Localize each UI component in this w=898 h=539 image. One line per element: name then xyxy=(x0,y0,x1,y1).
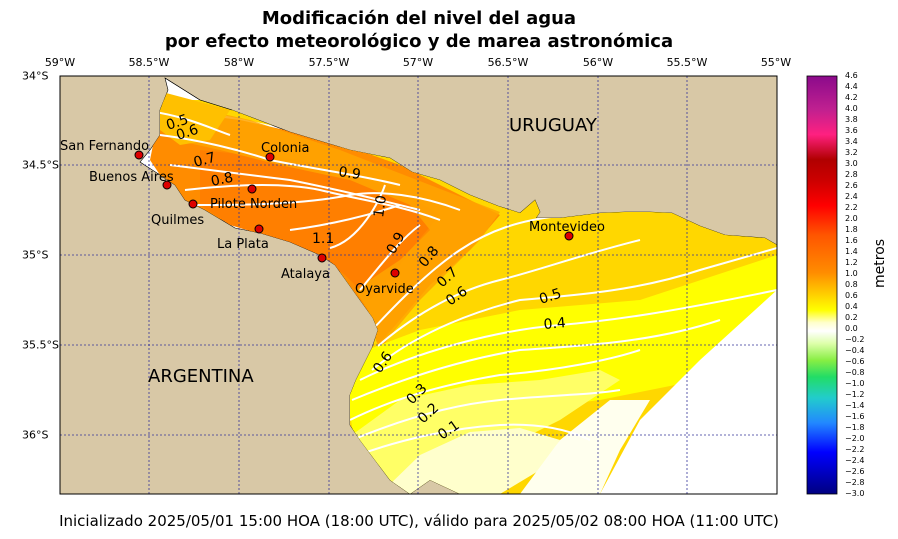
station-label-oyarvide: Oyarvide xyxy=(355,282,414,297)
colorbar-tick-label: 0.2 xyxy=(845,313,858,322)
colorbar-tick-label: 0.0 xyxy=(845,324,858,333)
map-title-line1: Modificación del nivel del agua xyxy=(261,8,577,29)
station-label-montevideo: Montevideo xyxy=(529,220,605,235)
contour-label: 0.5 xyxy=(164,112,190,134)
colorbar-tick-label: 4.2 xyxy=(845,93,858,102)
colorbar-tick-label: 1.2 xyxy=(845,258,858,267)
colorbar-tick-label: −3.0 xyxy=(845,489,865,498)
map-title-line2: por efecto meteorológico y de marea astr… xyxy=(164,31,674,52)
colorbar-tick-label: 1.4 xyxy=(845,247,858,256)
lon-label-56w: 56°W xyxy=(582,56,614,69)
map-frame xyxy=(59,75,778,495)
colorbar-tick-label: −1.2 xyxy=(845,390,865,399)
station-label-atalaya: Atalaya xyxy=(281,267,330,282)
region-uruguay: URUGUAY xyxy=(509,115,598,136)
station-marker-oyarvide[interactable] xyxy=(390,268,400,278)
contour-label: 0.8 xyxy=(210,170,235,190)
colorbar-tick-label: 1.8 xyxy=(845,225,858,234)
station-marker-la-plata[interactable] xyxy=(254,224,264,234)
colorbar-tick-label: 2.6 xyxy=(845,181,858,190)
colorbar-tick-label: 3.6 xyxy=(845,126,858,135)
lon-label-58w: 58°W xyxy=(223,56,255,69)
lat-label-34s: 34°S xyxy=(22,69,49,83)
colorbar-tick-label: 0.6 xyxy=(845,291,858,300)
contour-label: 0.7 xyxy=(192,150,218,171)
station-label-colonia: Colonia xyxy=(261,141,309,156)
contour-label: 0.6 xyxy=(174,122,200,144)
colorbar-tick-label: 3.0 xyxy=(845,159,858,168)
colorbar-tick-label: −0.4 xyxy=(845,346,865,355)
lon-label-55w: 55°W xyxy=(760,56,792,69)
colorbar-tick-label: 3.8 xyxy=(845,115,858,124)
colorbar-tick-label: −0.8 xyxy=(845,368,865,377)
colorbar-tick-label: −2.2 xyxy=(845,445,865,454)
station-label-buenos-aires: Buenos Aires xyxy=(89,170,174,185)
stations: San Fernando Buenos Aires Quilmes Pilote… xyxy=(60,139,605,297)
colorbar-tick-label: 0.4 xyxy=(845,302,858,311)
station-marker-pilote-norden[interactable] xyxy=(247,184,257,194)
station-label-san-fernando: San Fernando xyxy=(60,139,149,154)
colorbar-tick-label: 2.4 xyxy=(845,192,858,201)
colorbar-tick-label: −0.2 xyxy=(845,335,865,344)
station-marker-atalaya[interactable] xyxy=(317,253,327,263)
lon-label-59w: 59°W xyxy=(44,56,76,69)
contour-label: 1.1 xyxy=(312,231,334,247)
lat-label-36s: 36°S xyxy=(22,428,49,442)
lon-label-57w: 57°W xyxy=(402,56,434,69)
lon-label-55-5w: 55.5°W xyxy=(666,56,708,69)
lon-label-56-5w: 56.5°W xyxy=(487,56,529,69)
lon-label-58-5w: 58.5°W xyxy=(128,56,170,69)
contour-label: 0.5 xyxy=(537,286,563,308)
station-label-la-plata: La Plata xyxy=(217,237,269,252)
contour-label: 1.0 xyxy=(371,194,390,218)
colorbar-tick-label: 2.2 xyxy=(845,203,858,212)
colorbar-tick-label: 2.0 xyxy=(845,214,858,223)
colorbar-tick-label: −2.6 xyxy=(845,467,865,476)
colorbar-tick-label: 1.0 xyxy=(845,269,858,278)
lat-label-35s: 35°S xyxy=(22,248,49,262)
colorbar-tick-label: −2.0 xyxy=(845,434,865,443)
station-label-pilote-norden: Pilote Norden xyxy=(210,197,297,212)
colorbar-tick-label: 1.6 xyxy=(845,236,858,245)
colorbar-tick-label: −1.8 xyxy=(845,423,865,432)
colorbar-label: metros xyxy=(872,238,888,288)
colorbar-tick-label: 2.8 xyxy=(845,170,858,179)
lon-label-57-5w: 57.5°W xyxy=(308,56,350,69)
lat-label-35-5s: 35.5°S xyxy=(22,338,59,352)
colorbar-tick-label: −1.6 xyxy=(845,412,865,421)
graticule xyxy=(60,76,777,494)
station-marker-montevideo[interactable] xyxy=(564,231,574,241)
contour-label: 0.9 xyxy=(337,164,361,183)
colorbar-tick-label: −1.4 xyxy=(845,401,865,410)
station-marker-buenos-aires[interactable] xyxy=(162,180,172,190)
colorbar-tick-label: −1.0 xyxy=(845,379,865,388)
colorbar-tick-label: 4.6 xyxy=(845,71,858,80)
colorbar-tick-label: 4.0 xyxy=(845,104,858,113)
colorbar-tick-label: 3.2 xyxy=(845,148,858,157)
colorbar-tick-label: 3.4 xyxy=(845,137,858,146)
station-marker-san-fernando[interactable] xyxy=(134,150,144,160)
footer-validity: Inicializado 2025/05/01 15:00 HOA (18:00… xyxy=(59,512,779,530)
colorbar-tick-label: −0.6 xyxy=(845,357,865,366)
region-argentina: ARGENTINA xyxy=(148,366,254,387)
station-marker-quilmes[interactable] xyxy=(188,199,198,209)
colorbar-tick-label: −2.8 xyxy=(845,478,865,487)
lat-label-34-5s: 34.5°S xyxy=(22,158,59,172)
contour-label: 0.4 xyxy=(543,315,567,333)
station-label-quilmes: Quilmes xyxy=(151,213,204,228)
colorbar xyxy=(806,75,838,495)
station-marker-colonia[interactable] xyxy=(265,152,275,162)
colorbar-tick-label: 4.4 xyxy=(845,82,858,91)
colorbar-tick-label: 0.8 xyxy=(845,280,858,289)
colorbar-tick-label: −2.4 xyxy=(845,456,865,465)
